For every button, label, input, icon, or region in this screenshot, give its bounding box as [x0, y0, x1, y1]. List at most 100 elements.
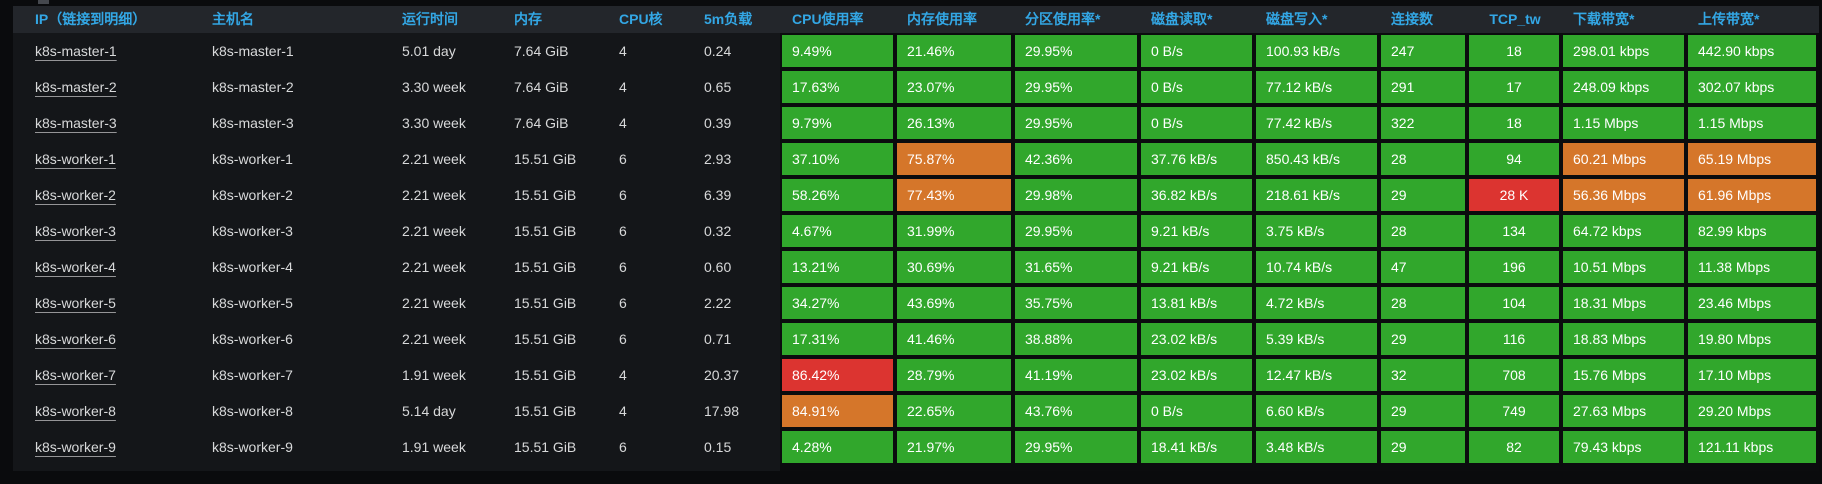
- metric-value: 64.72 kbps: [1563, 215, 1684, 247]
- cell-uptime: 5.01 day: [402, 43, 456, 59]
- cell-memory: 15.51 GiB: [514, 295, 577, 311]
- cell-memory: 7.64 GiB: [514, 79, 569, 95]
- header-download_bw[interactable]: 下载带宽*: [1573, 11, 1635, 27]
- metric-value: 442.90 kbps: [1688, 35, 1816, 67]
- cell-hostname: k8s-worker-5: [212, 295, 293, 311]
- cell-load_5m: 0.39: [704, 115, 732, 131]
- node-detail-link[interactable]: k8s-master-3: [35, 115, 117, 131]
- cell-ip: k8s-master-2: [13, 69, 206, 105]
- metric-value: 29.95%: [1015, 215, 1137, 247]
- metric-value: 100.93 kB/s: [1256, 35, 1377, 67]
- cell-uptime: 3.30 week: [402, 115, 466, 131]
- cell-connections: 28: [1380, 285, 1468, 321]
- metric-value: 77.12 kB/s: [1256, 71, 1377, 103]
- cell-hostname: k8s-master-1: [212, 43, 294, 59]
- header-cpu_cores[interactable]: CPU核: [619, 11, 663, 27]
- header-tcp_tw[interactable]: TCP_tw: [1489, 11, 1541, 27]
- cell-partition_usage: 38.88%: [1014, 321, 1140, 357]
- node-detail-link[interactable]: k8s-worker-7: [35, 367, 116, 383]
- cell-ip: k8s-worker-5: [13, 285, 206, 321]
- header-load_5m[interactable]: 5m负载: [704, 11, 753, 27]
- node-detail-link[interactable]: k8s-worker-4: [35, 259, 116, 275]
- node-detail-link[interactable]: k8s-worker-9: [35, 439, 116, 455]
- cell-cpu_usage: 13.21%: [781, 249, 896, 285]
- metric-value: 134: [1469, 215, 1559, 247]
- metric-value: 28: [1381, 215, 1465, 247]
- metric-value: 23.46 Mbps: [1688, 287, 1816, 319]
- cell-cpu_cores: 6: [619, 259, 627, 275]
- cell-disk_read: 13.81 kB/s: [1140, 285, 1255, 321]
- cell-tcp_tw: 196: [1468, 249, 1562, 285]
- node-detail-link[interactable]: k8s-master-2: [35, 79, 117, 95]
- cell-uptime: 5.14 day: [402, 403, 456, 419]
- table-row: k8s-master-3 k8s-master-3 3.30 week 7.64 Gi…: [13, 105, 1819, 141]
- metric-value: 302.07 kbps: [1688, 71, 1816, 103]
- metric-value: 18.41 kB/s: [1141, 431, 1252, 463]
- cell-connections: 29: [1380, 393, 1468, 429]
- cell-load_5m: 0.60: [704, 259, 732, 275]
- metric-value: 29.95%: [1015, 107, 1137, 139]
- metric-value: 21.97%: [897, 431, 1011, 463]
- metric-value: 21.46%: [897, 35, 1011, 67]
- metric-value: 43.76%: [1015, 395, 1137, 427]
- header-partition_usage[interactable]: 分区使用率*: [1025, 11, 1101, 27]
- cell-disk_write: 218.61 kB/s: [1255, 177, 1380, 213]
- metric-value: 13.21%: [782, 251, 893, 283]
- header-disk_write[interactable]: 磁盘写入*: [1266, 11, 1328, 27]
- cell-tcp_tw: 708: [1468, 357, 1562, 393]
- header-connections[interactable]: 连接数: [1391, 11, 1433, 27]
- node-detail-link[interactable]: k8s-worker-1: [35, 151, 116, 167]
- node-detail-link[interactable]: k8s-worker-2: [35, 187, 116, 203]
- metric-value: 322: [1381, 107, 1465, 139]
- cell-upload_bw: 29.20 Mbps: [1687, 393, 1819, 429]
- cell-tcp_tw: 104: [1468, 285, 1562, 321]
- node-detail-link[interactable]: k8s-worker-3: [35, 223, 116, 239]
- node-detail-link[interactable]: k8s-worker-6: [35, 331, 116, 347]
- cell-ip: k8s-worker-6: [13, 321, 206, 357]
- header-ip[interactable]: IP（链接到明细）: [35, 11, 147, 27]
- cell-cpu_cores: 4: [619, 115, 627, 131]
- cell-memory: 7.64 GiB: [514, 43, 569, 59]
- header-hostname[interactable]: 主机名: [212, 11, 254, 27]
- cell-download_bw: 15.76 Mbps: [1562, 357, 1687, 393]
- metric-value: 17.63%: [782, 71, 893, 103]
- cell-mem_usage: 41.46%: [896, 321, 1014, 357]
- metric-value: 29: [1381, 323, 1465, 355]
- cell-load_5m: 2.93: [704, 151, 732, 167]
- node-detail-link[interactable]: k8s-worker-5: [35, 295, 116, 311]
- cell-ip: k8s-worker-2: [13, 177, 206, 213]
- cell-disk_write: 12.47 kB/s: [1255, 357, 1380, 393]
- cell-ip: k8s-worker-8: [13, 393, 206, 429]
- header-memory[interactable]: 内存: [514, 11, 542, 27]
- metric-value: 36.82 kB/s: [1141, 179, 1252, 211]
- cell-upload_bw: 61.96 Mbps: [1687, 177, 1819, 213]
- cell-tcp_tw: 134: [1468, 213, 1562, 249]
- cell-cpu_cores: 6: [619, 295, 627, 311]
- cell-disk_read: 0 B/s: [1140, 105, 1255, 141]
- header-uptime[interactable]: 运行时间: [402, 11, 458, 27]
- header-cpu_usage[interactable]: CPU使用率: [792, 11, 864, 27]
- header-mem_usage[interactable]: 内存使用率: [907, 11, 977, 27]
- cell-disk_write: 3.48 kB/s: [1255, 429, 1380, 465]
- metric-value: 23.02 kB/s: [1141, 359, 1252, 391]
- table-row: k8s-worker-7 k8s-worker-7 1.91 week 15.51 G…: [13, 357, 1819, 393]
- metric-value: 23.07%: [897, 71, 1011, 103]
- cell-download_bw: 64.72 kbps: [1562, 213, 1687, 249]
- cell-cpu_usage: 4.67%: [781, 213, 896, 249]
- metric-value: 218.61 kB/s: [1256, 179, 1377, 211]
- cell-cpu_usage: 58.26%: [781, 177, 896, 213]
- cell-tcp_tw: 17: [1468, 69, 1562, 105]
- cell-hostname: k8s-worker-4: [212, 259, 293, 275]
- node-detail-link[interactable]: k8s-worker-8: [35, 403, 116, 419]
- cell-cpu_usage: 84.91%: [781, 393, 896, 429]
- metric-value: 104: [1469, 287, 1559, 319]
- cell-disk_read: 36.82 kB/s: [1140, 177, 1255, 213]
- node-detail-link[interactable]: k8s-master-1: [35, 43, 117, 59]
- metric-value: 77.42 kB/s: [1256, 107, 1377, 139]
- metric-value: 28.79%: [897, 359, 1011, 391]
- header-upload_bw[interactable]: 上传带宽*: [1698, 11, 1760, 27]
- header-disk_read[interactable]: 磁盘读取*: [1151, 11, 1213, 27]
- metric-value: 86.42%: [782, 359, 893, 391]
- metric-value: 77.43%: [897, 179, 1011, 211]
- cell-load_5m: 0.15: [704, 439, 732, 455]
